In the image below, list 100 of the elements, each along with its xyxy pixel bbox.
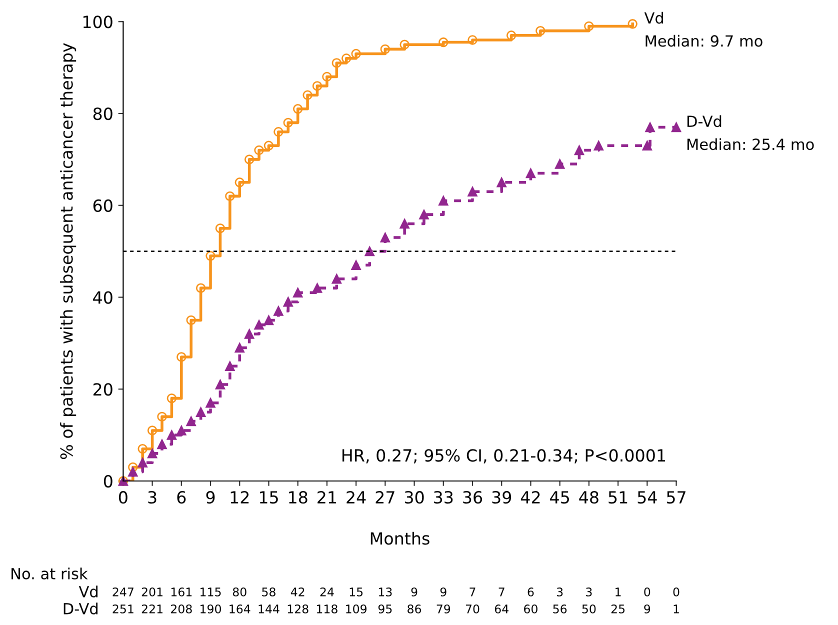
point [468,186,478,196]
x-tick-label: 57 [666,491,686,504]
point [147,426,158,436]
x-tick-label: 3 [148,491,156,504]
y-tick-label: 60 [93,199,112,212]
point [186,416,196,426]
point [594,140,604,151]
point [468,35,478,45]
x-tick-label: 9 [206,491,215,504]
point [400,40,410,50]
x-tick-label: 18 [289,491,308,504]
y-tick-label: 100 [83,16,112,28]
point [157,439,167,450]
y-tick-label: 20 [93,383,112,396]
point [254,320,264,330]
x-tick-label: 30 [404,491,424,504]
point [244,329,254,339]
point [628,19,638,29]
point [642,140,652,151]
point [225,361,235,372]
x-tick-label: 42 [520,491,540,504]
point [186,315,196,326]
point [274,306,284,316]
x-tick-label: 36 [463,491,482,504]
annotation: HR, 0.27; 95% CI, 0.21-0.34; P<0.0001 [342,449,666,464]
point [645,122,655,132]
point [400,218,410,229]
point [496,178,506,188]
point [322,72,332,82]
point [341,54,352,64]
point [225,191,235,202]
point [332,274,342,284]
point [380,232,390,242]
point [147,448,158,458]
point [234,342,244,353]
point [264,140,274,151]
point [244,154,254,164]
point [554,159,565,169]
x-tick-label: 51 [608,491,628,504]
x-tick-label: 27 [376,491,394,504]
point [332,58,342,68]
point [138,458,148,468]
y-tick-label: 40 [93,291,112,304]
point [166,393,177,404]
point [302,90,312,100]
point [215,380,226,390]
x-tick-label: 6 [177,491,186,504]
point [157,412,167,422]
point [274,127,284,137]
point [254,145,264,156]
text: D-Vd 251 221 208 190 164 144 128 118 109 95 86 79 70 64 60 56 50 25 9 1 [64,602,679,614]
x-tick-label: 45 [550,491,569,504]
point [166,430,177,440]
x-axis-title: Months [370,532,430,545]
annotation: Median: 9.7 mo [646,34,762,47]
point [138,444,148,454]
point [351,48,361,59]
point [351,260,361,270]
point [526,168,536,178]
x-tick-label: 39 [492,491,512,504]
point [283,118,293,128]
text: No. at risk [12,568,88,580]
x-tick-label: 48 [579,491,598,504]
point [536,26,546,36]
point [312,81,322,91]
point [438,37,448,48]
point [215,223,226,234]
x-tick-label: 24 [346,491,366,504]
x-tick-label: 33 [434,491,453,504]
point [283,296,293,307]
point [128,466,138,477]
point [196,283,206,293]
y-tick-label: 0 [104,474,112,488]
point [206,251,216,261]
point [419,210,429,220]
point [128,462,138,472]
point [292,288,303,298]
y-axis-title: % of patients with subsequent anticancer therapy [60,43,76,460]
point [506,30,516,40]
point [574,145,584,156]
point [292,104,303,114]
y-tick-label: 80 [93,107,112,120]
point [264,315,274,326]
point [234,178,244,188]
x-tick-label: 21 [318,491,336,504]
point [438,196,448,206]
point [176,426,186,436]
point [206,398,216,408]
series-label: D-Vd [687,115,722,128]
text: Vd 247 201 161 115 80 58 42 24 15 13 9 9 7 7 6 3 3 1 0 0 [78,586,680,598]
point [671,122,682,132]
x-tick-label: 15 [260,491,278,504]
x-tick-label: 12 [230,491,249,504]
point [380,44,390,54]
series-label: Vd [644,12,664,24]
x-tick-label: 0 [118,491,128,504]
point [584,21,594,32]
point [312,283,322,293]
text: Median: 25.4 mo [687,138,814,150]
x-tick-label: 54 [638,491,657,504]
